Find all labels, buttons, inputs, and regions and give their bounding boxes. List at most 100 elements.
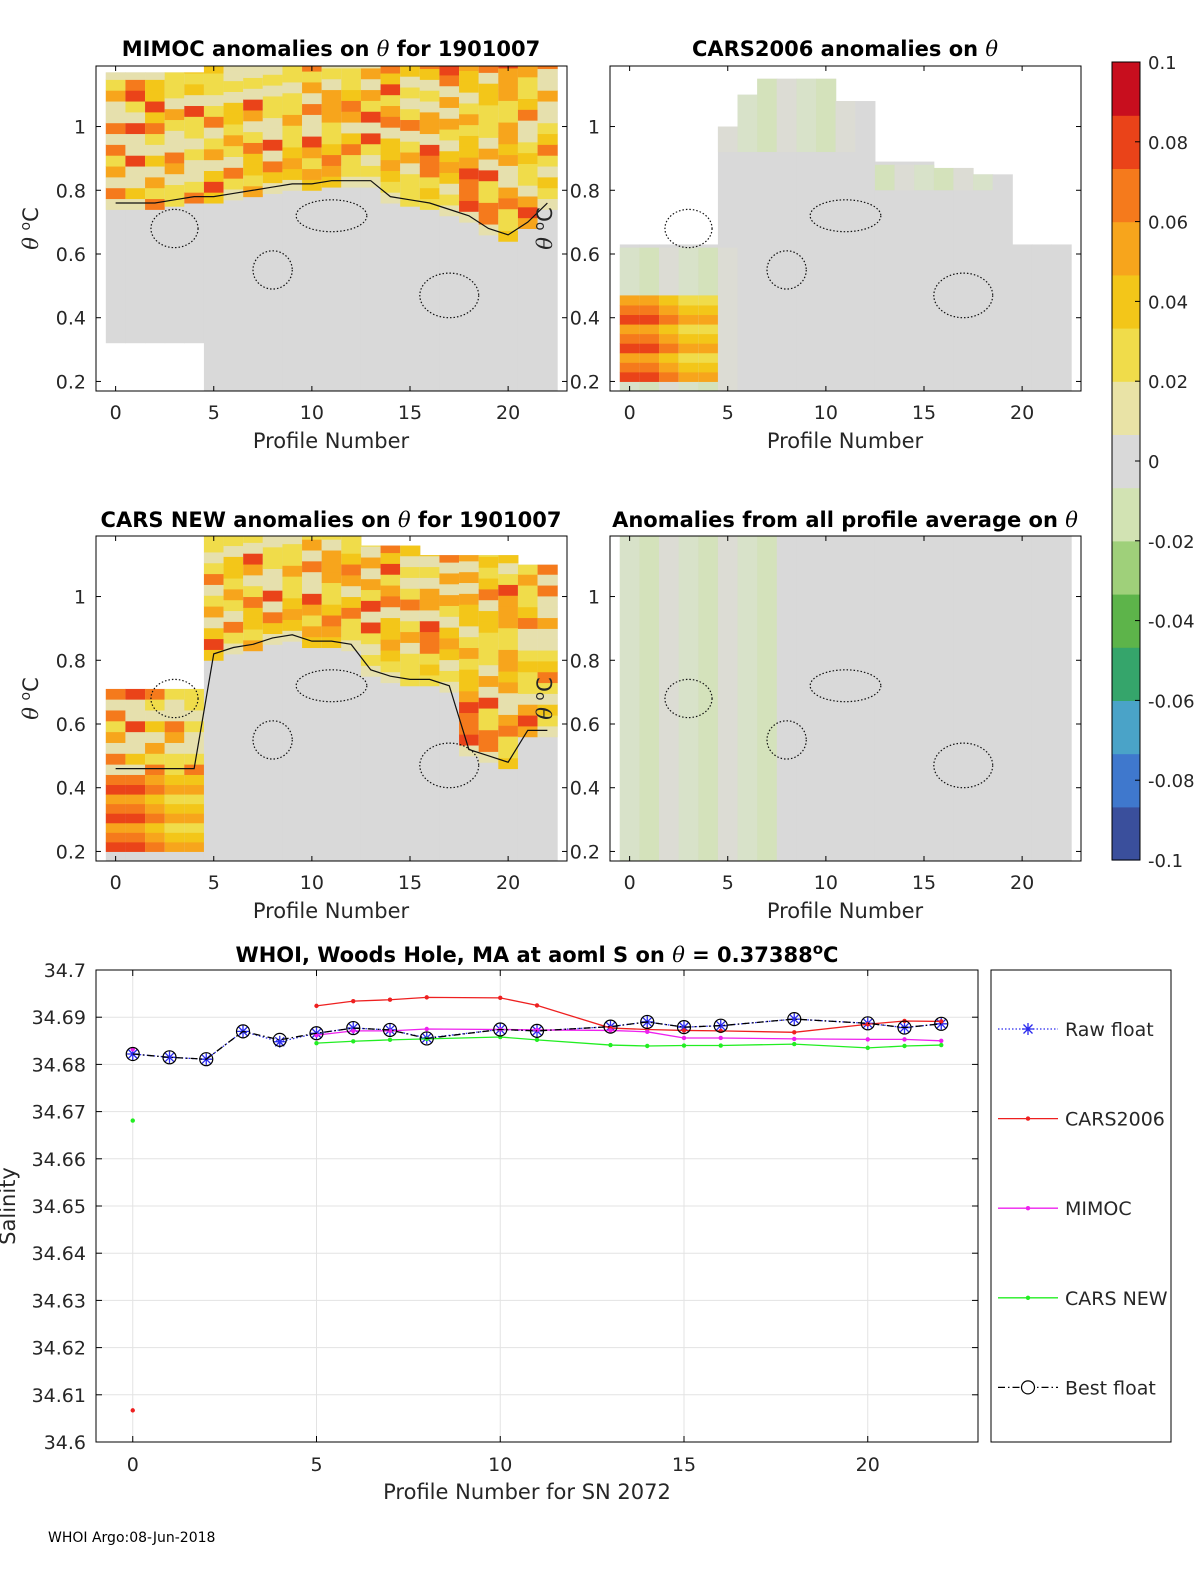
legend-item: MIMOC xyxy=(998,1198,1132,1220)
heatmap-cell xyxy=(341,607,362,619)
heatmap-cell xyxy=(164,688,185,700)
heatmap-panel-cars_new: 0 5 10 15 20 0.2 0.4 0.6 0.8 1 Profile Number θ oC C… xyxy=(18,508,568,923)
heatmap-cell xyxy=(223,134,244,147)
heatmap-cell xyxy=(517,217,539,229)
heatmap-cell xyxy=(537,564,558,575)
data-point xyxy=(792,1030,797,1035)
heatmap-cool-patch xyxy=(776,78,797,153)
heatmap-cell xyxy=(360,557,382,569)
heatmap-cell xyxy=(184,116,205,128)
heatmap-cell xyxy=(105,822,126,833)
heatmap-cell xyxy=(360,611,382,623)
heatmap-cell xyxy=(223,578,244,590)
heatmap-cell xyxy=(419,68,440,80)
heatmap-cell xyxy=(341,629,362,641)
heatmap-cell xyxy=(498,143,519,156)
heatmap-cell xyxy=(380,105,401,117)
heatmap-cell xyxy=(459,167,480,180)
heatmap-cell xyxy=(439,637,460,650)
heatmap-cell xyxy=(498,606,519,618)
heatmap-cell xyxy=(243,553,264,565)
heatmap-cell xyxy=(184,105,205,117)
heatmap-cell xyxy=(184,192,205,204)
heatmap-cell xyxy=(498,573,519,585)
heatmap-cell xyxy=(164,794,185,805)
heatmap-cell xyxy=(639,304,660,316)
heatmap-column xyxy=(1031,244,1053,391)
x-tick-label: 0 xyxy=(624,402,636,424)
heatmap-cell xyxy=(125,784,146,795)
heatmap-cell xyxy=(498,616,519,629)
heatmap-cell xyxy=(341,564,362,576)
heatmap-cell xyxy=(262,139,283,151)
heatmap-cell xyxy=(105,176,126,189)
heatmap-cell xyxy=(203,638,225,650)
legend-item: CARS2006 xyxy=(998,1109,1165,1131)
colorbar-segment xyxy=(1112,647,1140,701)
heatmap-cell xyxy=(125,764,146,776)
heatmap-cell xyxy=(360,589,382,601)
x-tick-label: 5 xyxy=(208,872,220,894)
y-tick-label: 1 xyxy=(588,117,600,139)
heatmap-cell xyxy=(164,720,185,733)
heatmap-cell xyxy=(302,136,323,148)
heatmap-cell xyxy=(439,172,460,184)
heatmap-cell xyxy=(203,606,225,618)
heatmap-cell xyxy=(262,579,283,591)
heatmap-cell xyxy=(380,148,401,161)
heatmap-cell xyxy=(439,183,460,195)
heatmap-cell xyxy=(262,590,283,602)
heatmap-cell xyxy=(164,784,185,795)
data-point xyxy=(309,1026,324,1041)
heatmap-cell xyxy=(125,813,146,824)
heatmap-cell xyxy=(282,114,303,126)
heatmap-cell xyxy=(659,324,680,335)
heatmap-cell xyxy=(341,154,362,166)
heatmap-cell xyxy=(400,173,421,186)
heatmap-cell xyxy=(125,731,146,743)
y-tick-label: 0.8 xyxy=(56,180,86,202)
heatmap-cell xyxy=(400,631,421,643)
legend-label: CARS NEW xyxy=(1065,1288,1168,1310)
heatmap-cell xyxy=(262,601,283,613)
y-tick-label: 34.66 xyxy=(32,1149,86,1171)
heatmap-cell xyxy=(678,343,699,354)
heatmap-cell xyxy=(439,562,460,574)
heatmap-cell xyxy=(341,111,362,123)
heatmap-cell xyxy=(400,674,421,687)
heatmap-cell xyxy=(439,85,460,98)
heatmap-cell xyxy=(262,66,283,75)
heatmap-cell xyxy=(145,742,166,754)
heatmap-cell xyxy=(164,72,185,77)
heatmap-cell xyxy=(262,633,283,645)
heatmap-column xyxy=(796,536,817,861)
x-tick-label: 5 xyxy=(208,402,220,424)
heatmap-cell xyxy=(125,841,146,852)
heatmap-column xyxy=(874,161,896,391)
heatmap-cell xyxy=(439,118,460,130)
heatmap-cell xyxy=(105,79,126,91)
heatmap-cell xyxy=(341,67,362,80)
heatmap-cell xyxy=(125,742,146,754)
heatmap-cell xyxy=(439,659,460,671)
x-axis-label: Profile Number xyxy=(767,899,924,923)
heatmap-cell xyxy=(517,650,539,662)
data-point xyxy=(347,1022,360,1035)
heatmap-cell xyxy=(517,715,539,727)
heatmap-cell xyxy=(619,352,640,363)
y-tick-label: 0.8 xyxy=(570,650,600,672)
heatmap-cell xyxy=(639,295,660,306)
heatmap-cell xyxy=(321,111,342,123)
heatmap-cell xyxy=(698,362,719,373)
heatmap-cell xyxy=(282,71,303,83)
heatmap-cell xyxy=(419,166,440,178)
heatmap-cell xyxy=(380,94,401,107)
heatmap-cell xyxy=(517,109,539,121)
heatmap-cell xyxy=(164,184,185,196)
heatmap-cell xyxy=(459,200,480,212)
heatmap-cell xyxy=(517,574,539,586)
heatmap-cell xyxy=(341,542,362,554)
heatmap-cell xyxy=(302,146,323,159)
heatmap-cell xyxy=(282,565,303,577)
y-tick-label: 34.69 xyxy=(32,1007,86,1029)
